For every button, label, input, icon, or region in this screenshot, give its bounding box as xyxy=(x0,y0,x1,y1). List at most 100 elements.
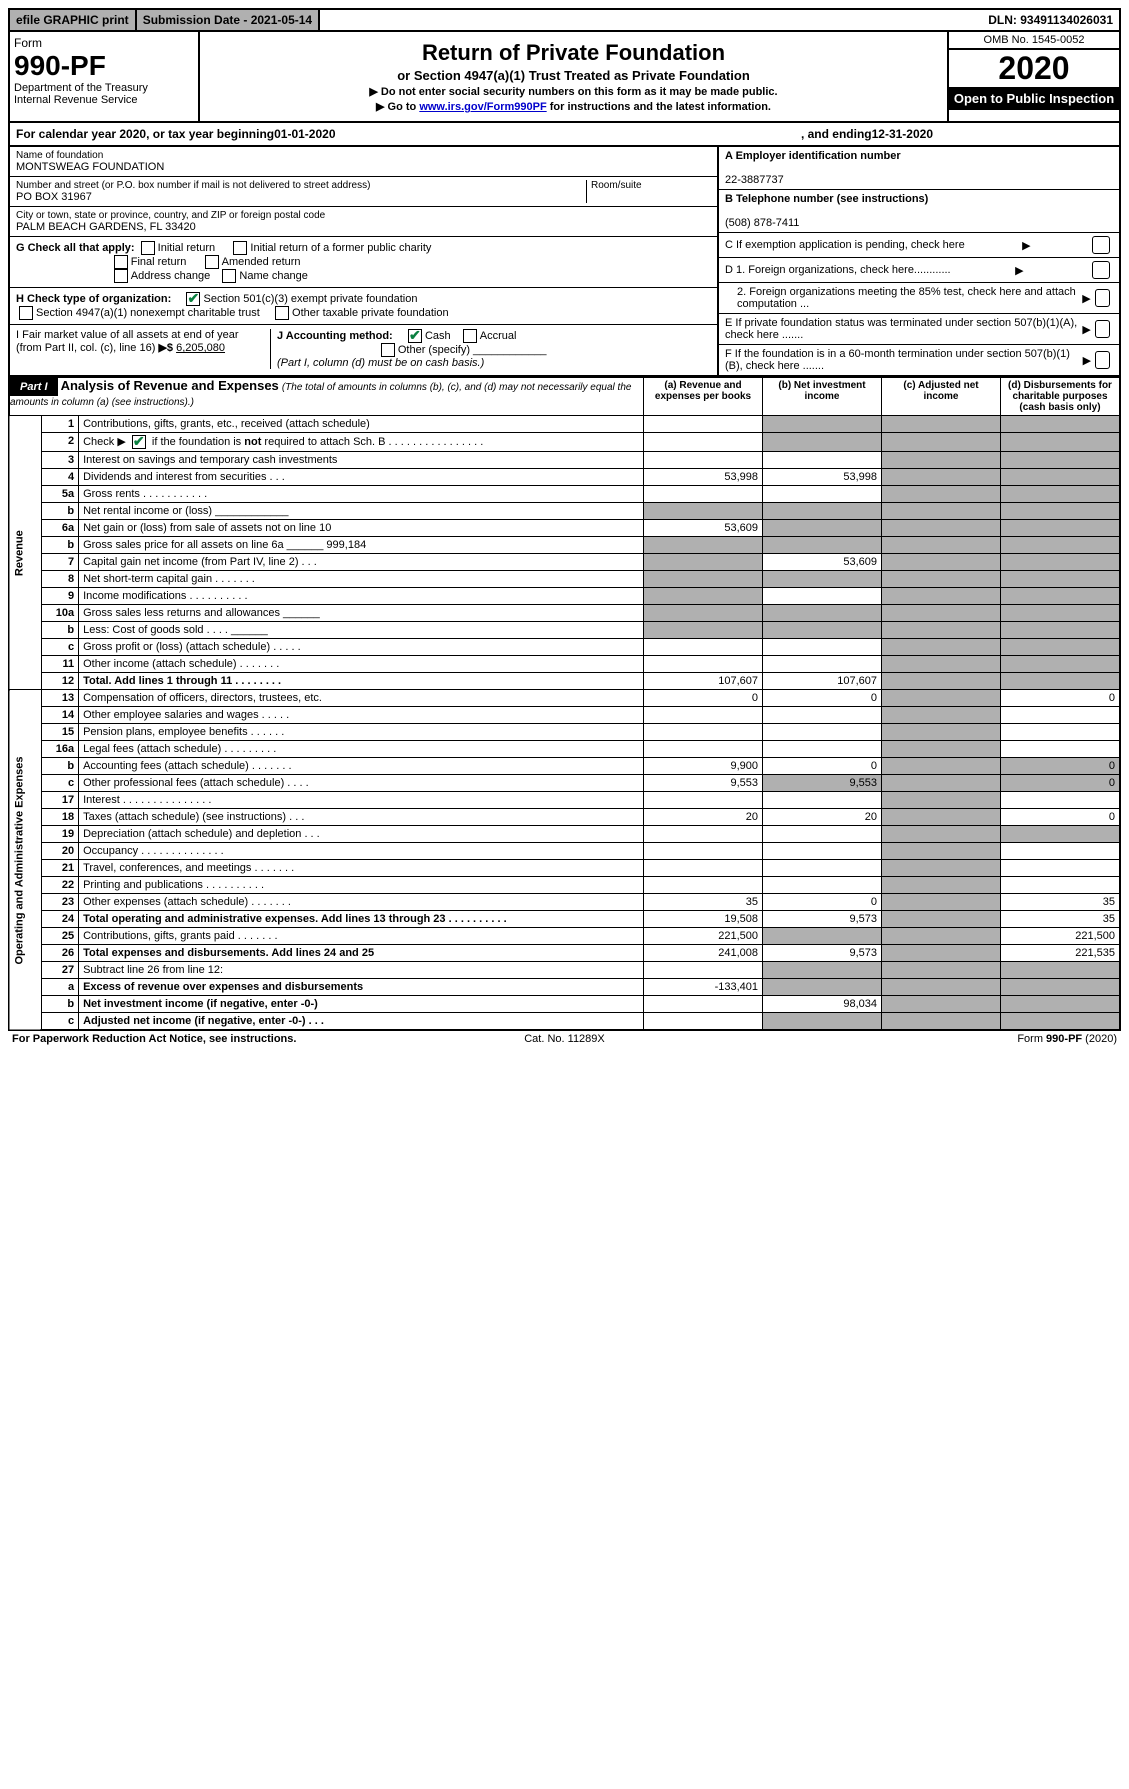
line-number: c xyxy=(42,1013,79,1031)
table-row: cOther professional fees (attach schedul… xyxy=(9,775,1120,792)
cell-b: 0 xyxy=(763,690,882,707)
cell-b xyxy=(763,622,882,639)
cell-c xyxy=(882,1013,1001,1031)
ein-value: 22-3887737 xyxy=(725,174,784,186)
cell-c xyxy=(882,673,1001,690)
table-row: bAccounting fees (attach schedule) . . .… xyxy=(9,758,1120,775)
cell-d xyxy=(1001,843,1121,860)
chk-sch-b[interactable] xyxy=(132,435,146,449)
cell-a xyxy=(644,537,763,554)
line-desc: Net rental income or (loss) ____________ xyxy=(79,503,644,520)
opt-final: Final return xyxy=(131,256,187,268)
opt-other-taxable: Other taxable private foundation xyxy=(292,307,449,319)
table-row: 12Total. Add lines 1 through 11 . . . . … xyxy=(9,673,1120,690)
line-number: 24 xyxy=(42,911,79,928)
line-number: 10a xyxy=(42,605,79,622)
cell-d xyxy=(1001,639,1121,656)
cell-c xyxy=(882,826,1001,843)
line-desc: Contributions, gifts, grants, etc., rece… xyxy=(79,416,644,433)
chk-cash[interactable] xyxy=(408,329,422,343)
chk-initial-former[interactable] xyxy=(233,241,247,255)
e-label: E If private foundation status was termi… xyxy=(725,317,1082,341)
arrow-icon: ▶ xyxy=(1082,292,1090,305)
line-number: 6a xyxy=(42,520,79,537)
table-row: 24Total operating and administrative exp… xyxy=(9,911,1120,928)
chk-other-taxable[interactable] xyxy=(275,306,289,320)
section-g: G Check all that apply: Initial return I… xyxy=(10,237,717,288)
chk-accrual[interactable] xyxy=(463,329,477,343)
irs-link[interactable]: www.irs.gov/Form990PF xyxy=(419,101,546,113)
line-number: 15 xyxy=(42,724,79,741)
table-row: 17Interest . . . . . . . . . . . . . . . xyxy=(9,792,1120,809)
cell-b xyxy=(763,843,882,860)
chk-final-return[interactable] xyxy=(114,255,128,269)
chk-c[interactable] xyxy=(1092,236,1110,254)
cell-a xyxy=(644,962,763,979)
cell-c xyxy=(882,486,1001,503)
line-number: 14 xyxy=(42,707,79,724)
chk-501c3[interactable] xyxy=(186,292,200,306)
table-row: 9Income modifications . . . . . . . . . … xyxy=(9,588,1120,605)
foundation-city: PALM BEACH GARDENS, FL 33420 xyxy=(16,221,711,233)
table-row: 26Total expenses and disbursements. Add … xyxy=(9,945,1120,962)
chk-e[interactable] xyxy=(1095,320,1110,338)
cell-b xyxy=(763,588,882,605)
chk-amended[interactable] xyxy=(205,255,219,269)
cell-a: 9,900 xyxy=(644,758,763,775)
line-desc: Gross rents . . . . . . . . . . . xyxy=(79,486,644,503)
line-desc: Pension plans, employee benefits . . . .… xyxy=(79,724,644,741)
table-row: 18Taxes (attach schedule) (see instructi… xyxy=(9,809,1120,826)
line-number: 17 xyxy=(42,792,79,809)
cell-b xyxy=(763,605,882,622)
cell-c xyxy=(882,707,1001,724)
cell-a xyxy=(644,486,763,503)
cell-a xyxy=(644,639,763,656)
footer-left: For Paperwork Reduction Act Notice, see … xyxy=(12,1033,380,1045)
cell-a xyxy=(644,503,763,520)
cell-b xyxy=(763,962,882,979)
omb-number: OMB No. 1545-0052 xyxy=(949,32,1119,50)
cell-b xyxy=(763,503,882,520)
chk-4947[interactable] xyxy=(19,306,33,320)
cal-begin: 01-01-2020 xyxy=(274,127,335,141)
cell-d: 221,535 xyxy=(1001,945,1121,962)
chk-initial-return[interactable] xyxy=(141,241,155,255)
chk-other-method[interactable] xyxy=(381,343,395,357)
table-row: 5aGross rents . . . . . . . . . . . xyxy=(9,486,1120,503)
chk-f[interactable] xyxy=(1095,351,1110,369)
cell-b xyxy=(763,877,882,894)
cell-c xyxy=(882,416,1001,433)
cell-b: 107,607 xyxy=(763,673,882,690)
chk-address-change[interactable] xyxy=(114,269,128,283)
irs: Internal Revenue Service xyxy=(14,94,194,106)
cell-d xyxy=(1001,826,1121,843)
cell-d xyxy=(1001,469,1121,486)
chk-d2[interactable] xyxy=(1095,289,1110,307)
cell-a xyxy=(644,416,763,433)
cell-a xyxy=(644,877,763,894)
efile-print-button[interactable]: efile GRAPHIC print xyxy=(10,10,137,30)
line-number: b xyxy=(42,622,79,639)
chk-d1[interactable] xyxy=(1092,261,1110,279)
line-desc: Net gain or (loss) from sale of assets n… xyxy=(79,520,644,537)
d1-label: D 1. Foreign organizations, check here..… xyxy=(725,264,951,276)
line-number: 25 xyxy=(42,928,79,945)
cell-d xyxy=(1001,503,1121,520)
foundation-info: Name of foundation MONTSWEAG FOUNDATION … xyxy=(8,147,1121,377)
phone-label: B Telephone number (see instructions) xyxy=(725,193,928,205)
cell-c xyxy=(882,996,1001,1013)
page-footer: For Paperwork Reduction Act Notice, see … xyxy=(8,1031,1121,1047)
chk-name-change[interactable] xyxy=(222,269,236,283)
calendar-year-row: For calendar year 2020, or tax year begi… xyxy=(8,123,1121,147)
i-arrow: ▶$ xyxy=(158,342,173,354)
cell-a xyxy=(644,996,763,1013)
line-number: 26 xyxy=(42,945,79,962)
table-row: bNet rental income or (loss) ___________… xyxy=(9,503,1120,520)
cell-d: 35 xyxy=(1001,894,1121,911)
table-row: 16aLegal fees (attach schedule) . . . . … xyxy=(9,741,1120,758)
line-number: 3 xyxy=(42,452,79,469)
arrow-icon: ▶ xyxy=(1082,323,1090,336)
cell-b xyxy=(763,486,882,503)
cell-d xyxy=(1001,673,1121,690)
line-number: 13 xyxy=(42,690,79,707)
